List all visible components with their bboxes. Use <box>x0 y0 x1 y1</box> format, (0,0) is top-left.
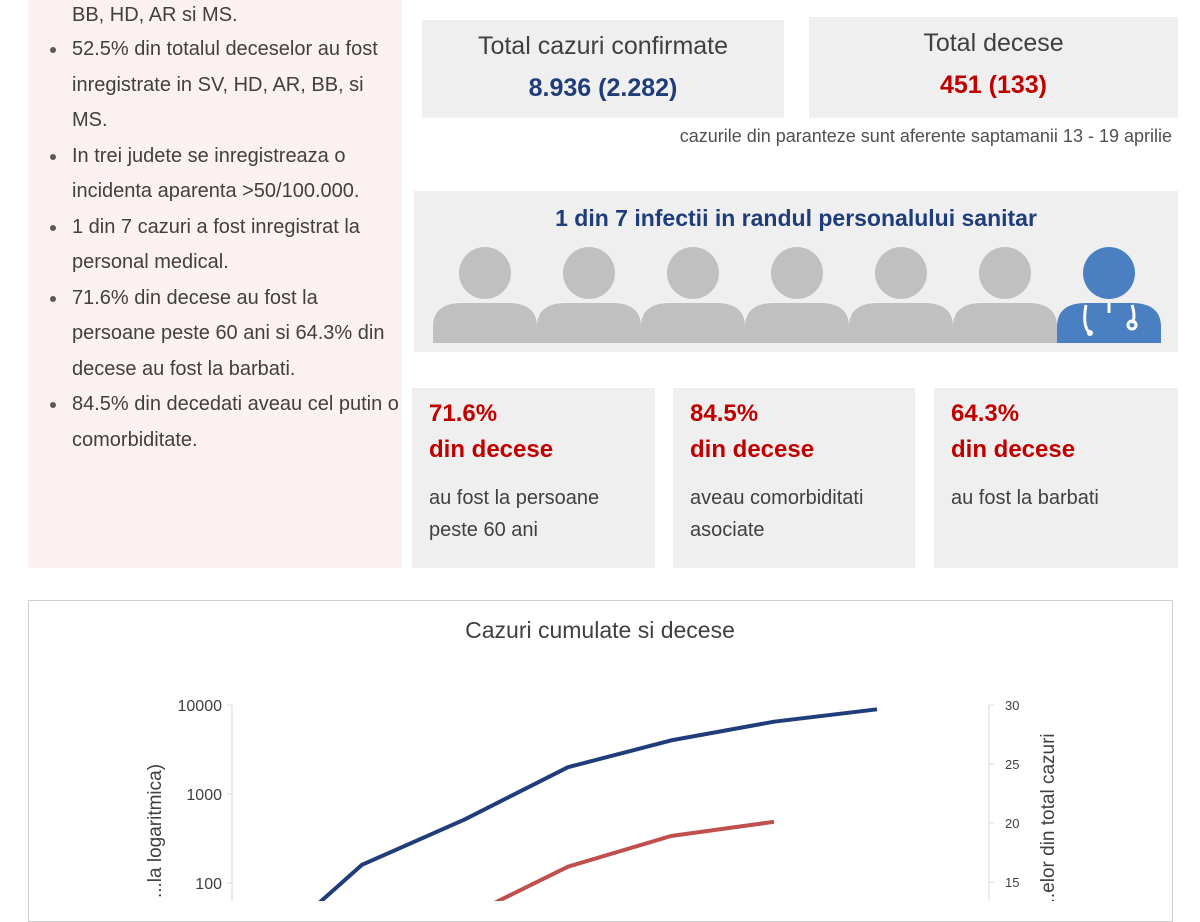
summary-panel: BB, HD, AR si MS. 52.5% din totalul dece… <box>28 0 402 568</box>
chart-title: Cazuri cumulate si decese <box>465 617 735 643</box>
fact-subtitle: din decese <box>690 436 815 463</box>
person-icon <box>536 247 642 343</box>
medical-staff-title: 1 din 7 infectii in randul personalului … <box>555 205 1037 231</box>
fact-card-age: 71.6% din decese au fost la persoane pes… <box>412 388 655 568</box>
medical-staff-box: 1 din 7 infectii in randul personalului … <box>414 191 1178 352</box>
total-deaths-label: Total decese <box>923 29 1064 57</box>
fact-description: au fost la barbati <box>951 487 1099 509</box>
deaths-line <box>493 819 775 901</box>
summary-bullet: 84.5% din decedati aveau cel putin o com… <box>50 387 402 458</box>
fact-card-gender: 64.3% din decese au fost la barbati <box>934 388 1178 568</box>
chart-canvas: Cazuri cumulate si decese 10000 1000 100...… <box>145 617 1059 901</box>
cases-line <box>318 707 878 901</box>
person-icon <box>744 247 850 343</box>
fact-percent: 71.6% <box>429 400 498 427</box>
right-tick-label: 25 <box>1005 757 1019 772</box>
summary-bullet: 1 din 7 cazuri a fost inregistrat la per… <box>50 210 402 281</box>
left-axis-label: ...la logaritmica) <box>145 764 166 898</box>
fact-description: au fost la persoane peste 60 ani <box>429 487 600 541</box>
person-icon <box>952 247 1058 343</box>
total-cases-value: 8.936 (2.282) <box>528 74 678 102</box>
summary-first-line: BB, HD, AR si MS. <box>72 4 238 26</box>
left-tick-label: 10000 <box>178 698 223 715</box>
summary-bullet: In trei judete se inregistreaza o incide… <box>50 139 402 210</box>
right-tick-label: 30 <box>1005 698 1019 713</box>
medical-staff-icon <box>1056 247 1162 343</box>
fact-description: aveau comorbiditati asociate <box>690 487 864 541</box>
person-icon <box>432 247 538 343</box>
summary-bullet: 71.6% din decese au fost la persoane pes… <box>50 281 402 388</box>
summary-list: 52.5% din totalul deceselor au fost inre… <box>28 32 402 458</box>
right-tick-label: 15 <box>1005 875 1019 890</box>
total-cases-label: Total cazuri confirmate <box>477 32 729 60</box>
fact-card-comorbidity: 84.5% din decese aveau comorbiditati aso… <box>673 388 915 568</box>
right-tick-label: 20 <box>1005 816 1019 831</box>
person-icon <box>848 247 954 343</box>
total-cases-box: Total cazuri confirmate 8.936 (2.282) <box>422 20 784 118</box>
total-deaths-box: Total decese 451 (133) <box>809 17 1178 118</box>
fact-percent: 64.3% <box>951 400 1020 427</box>
person-icon <box>640 247 746 343</box>
left-tick-label: 100 <box>195 876 222 893</box>
week-note: cazurile din paranteze sunt aferente sap… <box>679 126 1172 146</box>
left-tick-label: 1000 <box>186 787 222 804</box>
fact-percent: 84.5% <box>690 400 759 427</box>
right-axis-label: ...elor din total cazuri <box>1038 733 1059 901</box>
fact-subtitle: din decese <box>429 436 554 463</box>
total-deaths-value: 451 (133) <box>939 71 1048 99</box>
cumulative-chart: Cazuri cumulate si decese 10000 1000 100...… <box>28 600 1173 922</box>
summary-bullet: 52.5% din totalul deceselor au fost inre… <box>50 32 402 139</box>
fact-subtitle: din decese <box>951 436 1076 463</box>
